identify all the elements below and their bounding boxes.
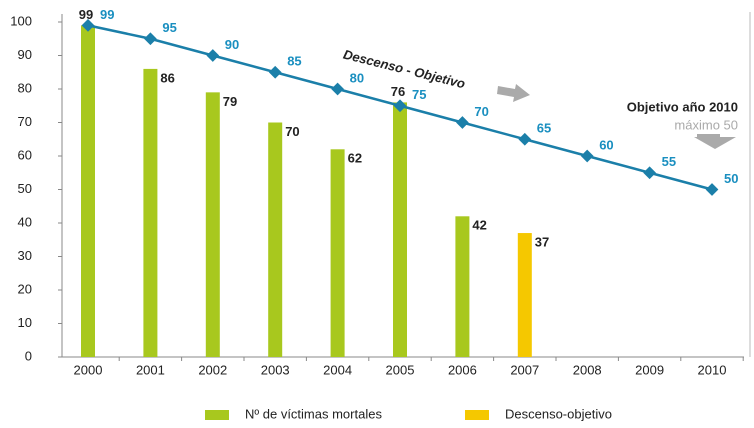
y-tick-label: 100 (10, 13, 32, 28)
line-marker (393, 99, 407, 113)
x-tick-label: 2007 (510, 362, 539, 377)
line-marker (518, 132, 532, 146)
line-marker (705, 183, 719, 196)
line-label: 90 (225, 37, 239, 52)
y-tick-label: 40 (18, 214, 32, 229)
x-tick-label: 2006 (448, 362, 477, 377)
x-tick-label: 2009 (635, 362, 664, 377)
legend-label: Nº de víctimas mortales (245, 406, 382, 421)
line-marker (456, 116, 469, 129)
bar (393, 102, 407, 358)
line-label: 99 (100, 7, 114, 22)
data-label: 62 (348, 151, 362, 166)
bar (143, 68, 158, 358)
bar (517, 233, 532, 357)
y-tick-label: 0 (25, 348, 32, 363)
line-marker (643, 166, 656, 180)
data-label: 76 (391, 84, 405, 99)
data-label: 79 (223, 94, 237, 109)
data-label: 70 (285, 124, 299, 139)
x-tick-label: 2000 (74, 362, 103, 377)
data-label: 42 (472, 218, 486, 233)
line-label: 95 (162, 20, 176, 35)
data-label: 86 (160, 70, 174, 85)
y-tick-label: 30 (18, 248, 32, 263)
line-label: 75 (412, 87, 426, 102)
legend-label: Descenso-objetivo (505, 406, 612, 421)
arrow-objetivo (694, 134, 736, 149)
line-label: 50 (724, 171, 738, 186)
bar (455, 216, 470, 357)
y-tick-label: 90 (18, 47, 32, 62)
line-label: 85 (287, 54, 301, 69)
x-tick-label: 2008 (573, 362, 602, 377)
line-marker (206, 49, 220, 62)
x-tick-label: 2003 (261, 362, 290, 377)
bar (81, 25, 95, 357)
line-label: 70 (474, 104, 488, 119)
y-tick-label: 70 (18, 114, 32, 129)
x-tick-label: 2004 (323, 362, 352, 377)
line-marker (268, 65, 282, 79)
line-marker (144, 32, 157, 46)
line-marker (580, 149, 594, 163)
x-tick-label: 2005 (386, 362, 415, 377)
annotation: máximo 50 (674, 117, 738, 132)
line-label: 80 (350, 70, 364, 85)
y-tick-label: 60 (18, 147, 32, 162)
y-tick-label: 10 (18, 315, 32, 330)
legend-swatch (465, 410, 489, 420)
bar (268, 122, 283, 357)
y-tick-label: 80 (18, 80, 32, 95)
bar (330, 149, 345, 357)
x-tick-label: 2002 (198, 362, 227, 377)
annotation: Objetivo año 2010 (627, 99, 738, 114)
legend-swatch (205, 410, 229, 420)
bar (205, 92, 220, 357)
y-tick-label: 50 (18, 181, 32, 196)
line-label: 60 (599, 137, 613, 152)
line-marker (331, 82, 344, 96)
arrow-descenso (497, 84, 530, 102)
x-tick-label: 2001 (136, 362, 165, 377)
x-tick-label: 2010 (698, 362, 727, 377)
line-label: 65 (537, 121, 551, 136)
y-tick-label: 20 (18, 281, 32, 296)
line-label: 55 (662, 154, 676, 169)
data-label: 37 (535, 234, 549, 249)
data-label: 99 (79, 7, 93, 22)
